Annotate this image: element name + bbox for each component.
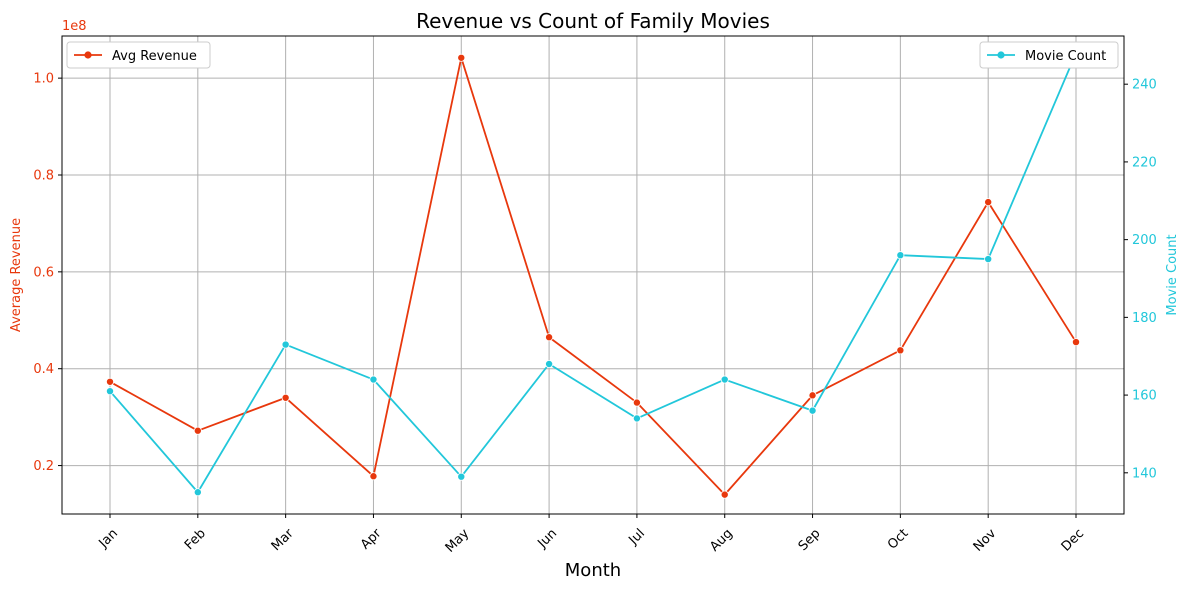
series-avg-revenue-point xyxy=(193,426,202,435)
x-tick-label: Apr xyxy=(358,526,385,553)
x-axis-label: Month xyxy=(565,560,621,581)
series-avg-revenue-point xyxy=(369,472,378,481)
series-movie-count-point xyxy=(545,359,554,368)
legend-right: Movie Count xyxy=(979,41,1119,69)
series-avg-revenue-point xyxy=(281,393,290,402)
legend-movie-count-marker xyxy=(997,51,1005,59)
x-tick-label: Feb xyxy=(182,526,209,553)
series-movie-count-point xyxy=(720,375,729,384)
series-avg-revenue-point xyxy=(808,391,817,400)
series-avg-revenue-point xyxy=(632,398,641,407)
x-tick-label: Nov xyxy=(971,526,1000,555)
legend-avg-revenue-marker xyxy=(84,51,92,59)
series-movie-count-point xyxy=(369,375,378,384)
left-y-tick-label: 0.6 xyxy=(33,265,54,280)
x-tick-label: Dec xyxy=(1059,526,1087,554)
series-avg-revenue-point xyxy=(545,333,554,342)
grid-layer xyxy=(62,36,1124,514)
series-movie-count-point xyxy=(193,488,202,497)
x-tick-label: Oct xyxy=(885,526,912,553)
left-axis-offset-text: 1e8 xyxy=(62,19,87,34)
chart-title: Revenue vs Count of Family Movies xyxy=(416,9,770,33)
plot-frame xyxy=(61,35,1125,515)
series-movie-count-point xyxy=(984,255,993,264)
x-tick-label: Sep xyxy=(796,526,824,554)
right-y-tick-label: 240 xyxy=(1132,78,1157,93)
series-avg-revenue-point xyxy=(720,490,729,499)
right-y-tick-label: 220 xyxy=(1132,155,1157,170)
left-y-tick-label: 1.0 xyxy=(33,72,54,87)
legend-left-frame xyxy=(66,41,211,69)
left-y-tick-label: 0.8 xyxy=(33,168,54,183)
left-y-tick-label: 0.4 xyxy=(33,362,54,377)
series-avg-revenue-point xyxy=(106,377,115,386)
x-tick-label: Aug xyxy=(707,526,736,555)
right-y-tick-label: 140 xyxy=(1132,466,1157,481)
x-tick-label: Mar xyxy=(269,526,297,554)
series-movie-count-point xyxy=(457,472,466,481)
series-movie-count-point xyxy=(808,406,817,415)
right-y-tick-label: 160 xyxy=(1132,389,1157,404)
legend-left: Avg Revenue xyxy=(66,41,211,69)
series-movie-count-point xyxy=(632,414,641,423)
series-avg-revenue-point xyxy=(896,346,905,355)
x-tick-label: Jul xyxy=(626,526,648,548)
right-y-tick-label: 200 xyxy=(1132,233,1157,248)
series-avg-revenue-point xyxy=(457,53,466,62)
series-avg-revenue-point xyxy=(1072,338,1081,347)
x-tick-label: May xyxy=(443,526,473,556)
left-y-axis-label: Average Revenue xyxy=(9,218,24,332)
series-avg-revenue-point xyxy=(984,198,993,207)
legend-right-frame xyxy=(979,41,1119,69)
series-avg-revenue-line xyxy=(109,56,1077,496)
x-tick-label: Jun xyxy=(534,526,560,552)
series-movie-count-point xyxy=(106,387,115,396)
legend-movie-count-label: Movie Count xyxy=(1025,49,1106,64)
series-movie-count-point xyxy=(896,251,905,260)
legend-avg-revenue-label: Avg Revenue xyxy=(112,49,197,64)
left-y-tick-label: 0.2 xyxy=(33,459,54,474)
right-y-tick-label: 180 xyxy=(1132,311,1157,326)
series-movie-count-line xyxy=(109,52,1077,494)
right-y-axis-label: Movie Count xyxy=(1165,234,1180,315)
x-tick-label: Jan xyxy=(96,526,121,551)
series-layer xyxy=(106,49,1081,499)
series-movie-count-point xyxy=(281,340,290,349)
